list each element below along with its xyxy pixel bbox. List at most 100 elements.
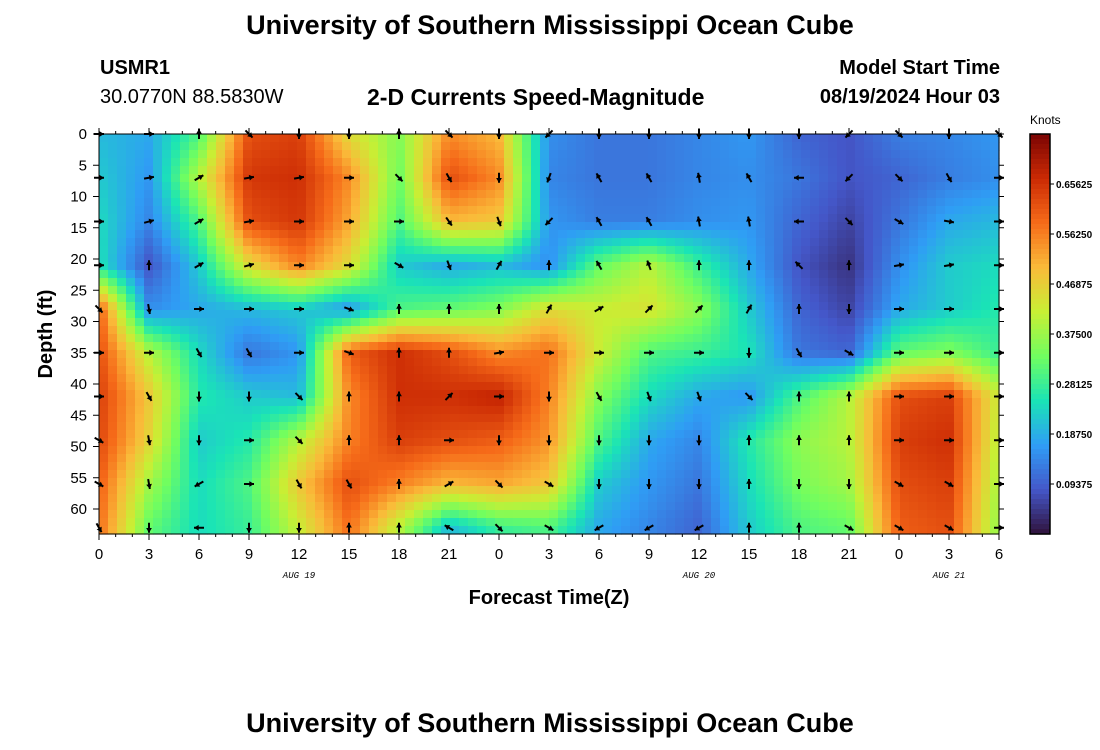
heatmap-cell [288, 366, 298, 375]
heatmap-cell [351, 478, 361, 487]
heatmap-cell [477, 278, 487, 287]
heatmap-cell [450, 262, 460, 271]
heatmap-cell [738, 286, 748, 295]
heatmap-cell [774, 230, 784, 239]
heatmap-cell [711, 294, 721, 303]
heatmap-cell [450, 406, 460, 415]
heatmap-cell [810, 214, 820, 223]
heatmap-cell [747, 334, 757, 343]
heatmap-cell [891, 390, 901, 399]
heatmap-cell [297, 230, 307, 239]
heatmap-cell [360, 174, 370, 183]
heatmap-cell [378, 398, 388, 407]
heatmap-cell [405, 198, 415, 207]
heatmap-cell [918, 446, 928, 455]
heatmap-cell [135, 350, 145, 359]
heatmap-cell [324, 134, 334, 143]
heatmap-cell [675, 478, 685, 487]
heatmap-cell [945, 254, 955, 263]
heatmap-cell [387, 334, 397, 343]
heatmap-cell [369, 318, 379, 327]
heatmap-cell [504, 262, 514, 271]
heatmap-cell [477, 398, 487, 407]
heatmap-cell [207, 246, 217, 255]
heatmap-cell [153, 142, 163, 151]
heatmap-cell [243, 406, 253, 415]
heatmap-cell [684, 310, 694, 319]
heatmap-cell [153, 230, 163, 239]
heatmap-cell [765, 166, 775, 175]
heatmap-cell [396, 198, 406, 207]
heatmap-cell [576, 382, 586, 391]
heatmap-cell [207, 438, 217, 447]
heatmap-cell [459, 406, 469, 415]
heatmap-cell [441, 302, 451, 311]
heatmap-cell [756, 262, 766, 271]
heatmap-cell [531, 486, 541, 495]
heatmap-cell [99, 478, 109, 487]
heatmap-cell [882, 214, 892, 223]
heatmap-cell [279, 358, 289, 367]
heatmap-cell [729, 198, 739, 207]
heatmap-cell [576, 150, 586, 159]
heatmap-cell [99, 254, 109, 263]
heatmap-cell [891, 342, 901, 351]
heatmap-cell [468, 342, 478, 351]
heatmap-cell [531, 454, 541, 463]
heatmap-cell [900, 302, 910, 311]
heatmap-cell [315, 262, 325, 271]
heatmap-cell [225, 366, 235, 375]
heatmap-cell [576, 470, 586, 479]
heatmap-cell [126, 134, 136, 143]
heatmap-cell [135, 478, 145, 487]
heatmap-cell [972, 334, 982, 343]
heatmap-cell [99, 134, 109, 143]
heatmap-cell [351, 350, 361, 359]
heatmap-cell [414, 422, 424, 431]
heatmap-cell [648, 206, 658, 215]
heatmap-cell [288, 446, 298, 455]
heatmap-cell [576, 134, 586, 143]
heatmap-cell [441, 430, 451, 439]
heatmap-cell [369, 470, 379, 479]
heatmap-cell [531, 246, 541, 255]
heatmap-cell [459, 398, 469, 407]
heatmap-cell [828, 182, 838, 191]
heatmap-cell [189, 478, 199, 487]
heatmap-cell [288, 462, 298, 471]
heatmap-cell [954, 150, 964, 159]
heatmap-cell [954, 230, 964, 239]
heatmap-cell [261, 414, 271, 423]
heatmap-cell [585, 142, 595, 151]
heatmap-cell [189, 190, 199, 199]
heatmap-cell [639, 494, 649, 503]
heatmap-cell [297, 214, 307, 223]
heatmap-cell [711, 502, 721, 511]
heatmap-cell [180, 302, 190, 311]
heatmap-cell [783, 294, 793, 303]
heatmap-cell [621, 422, 631, 431]
heatmap-cell [207, 174, 217, 183]
heatmap-cell [963, 158, 973, 167]
heatmap-cell [603, 350, 613, 359]
heatmap-cell [513, 510, 523, 519]
heatmap-cell [342, 366, 352, 375]
heatmap-cell [432, 406, 442, 415]
heatmap-cell [756, 158, 766, 167]
heatmap-cell [315, 326, 325, 335]
heatmap-cell [387, 158, 397, 167]
heatmap-cell [918, 366, 928, 375]
heatmap-cell [171, 486, 181, 495]
heatmap-cell [657, 510, 667, 519]
heatmap-cell [531, 166, 541, 175]
heatmap-cell [405, 494, 415, 503]
heatmap-cell [882, 150, 892, 159]
heatmap-cell [342, 230, 352, 239]
heatmap-cell [675, 142, 685, 151]
heatmap-cell [810, 206, 820, 215]
heatmap-cell [684, 414, 694, 423]
heatmap-cell [414, 358, 424, 367]
heatmap-cell [270, 398, 280, 407]
heatmap-cell [936, 430, 946, 439]
heatmap-cell [675, 246, 685, 255]
